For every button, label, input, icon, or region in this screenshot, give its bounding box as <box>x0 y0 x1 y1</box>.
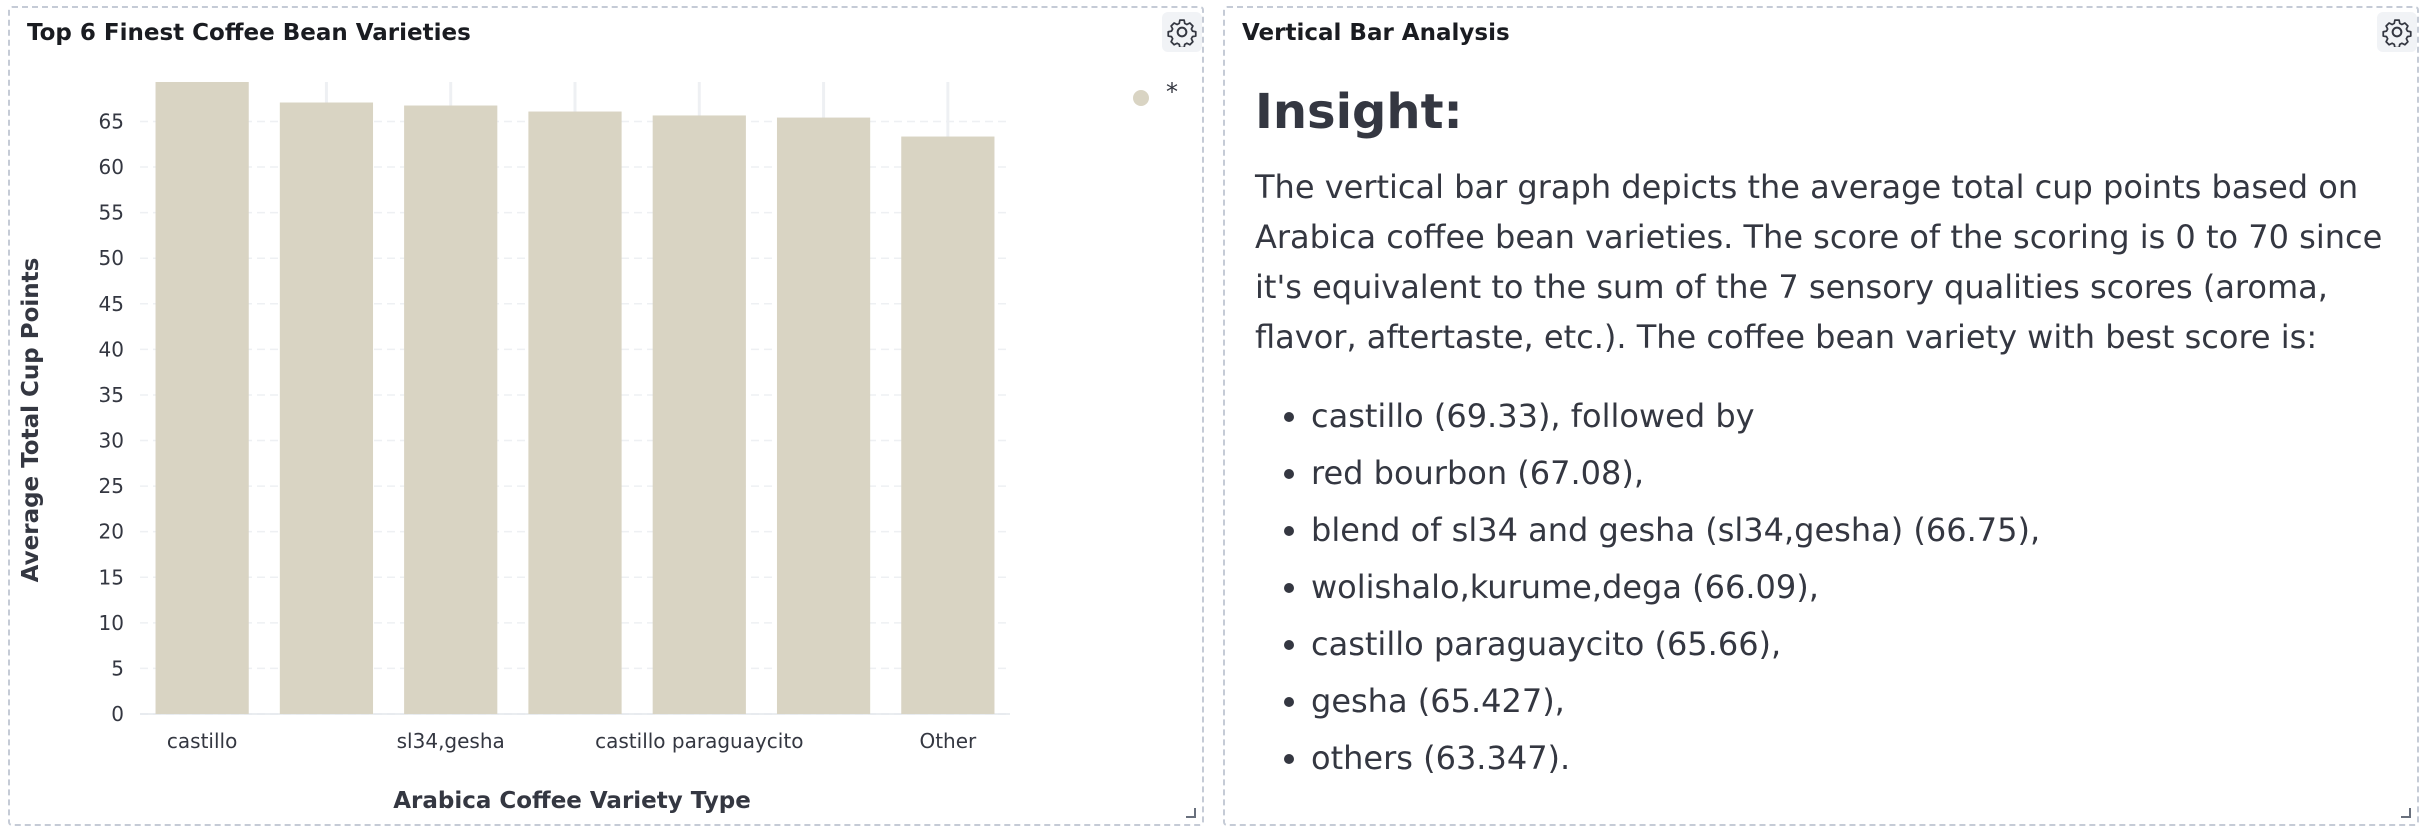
legend-swatch <box>1133 90 1149 106</box>
resize-handle-icon[interactable] <box>1186 808 1196 818</box>
bar-gesha[interactable] <box>776 117 871 715</box>
insight-text: Insight: The vertical bar graph depicts … <box>1255 84 2405 787</box>
x-tick-label: Other <box>919 729 977 753</box>
bar-sl34-gesha[interactable] <box>404 105 498 715</box>
y-tick-label: 20 <box>99 520 124 544</box>
panel-title: Top 6 Finest Coffee Bean Varieties <box>27 20 471 46</box>
list-item: blend of sl34 and gesha (sl34,gesha) (66… <box>1311 502 2405 559</box>
y-tick-label: 60 <box>99 155 124 179</box>
x-tick-label: sl34,gesha <box>397 729 505 753</box>
gear-icon <box>1167 19 1197 47</box>
bar-castillo[interactable] <box>155 82 249 714</box>
bar-red-bourbon[interactable] <box>279 102 374 714</box>
y-axis-label: Average Total Cup Points <box>18 258 44 583</box>
y-tick-label: 10 <box>99 611 124 635</box>
y-tick-label: 0 <box>111 702 124 726</box>
panel-settings-button[interactable] <box>1162 12 1202 52</box>
y-tick-label: 40 <box>99 337 124 361</box>
list-item: gesha (65.427), <box>1311 673 2405 730</box>
legend-label[interactable]: * <box>1166 78 1178 106</box>
bar-castillo-paraguaycito[interactable] <box>652 115 746 714</box>
bar-chart: 0 5 10 15 20 25 30 35 40 45 50 55 60 65 castillo sl34,… <box>18 78 1178 814</box>
y-tick-label: 25 <box>99 474 124 498</box>
variety-list: castillo (69.33), followed by red bourbo… <box>1255 388 2405 787</box>
y-tick-label: 50 <box>99 246 124 270</box>
insight-panel: Vertical Bar Analysis Insight: The verti… <box>1223 6 2419 826</box>
panel-settings-button[interactable] <box>2377 12 2417 52</box>
panel-title: Vertical Bar Analysis <box>1242 20 1510 46</box>
list-item: castillo paraguaycito (65.66), <box>1311 616 2405 673</box>
gear-icon <box>2382 19 2412 47</box>
resize-handle-icon[interactable] <box>2401 808 2411 818</box>
chart-panel: Top 6 Finest Coffee Bean Varieties 0 5 10 1… <box>8 6 1204 826</box>
y-tick-label: 55 <box>99 201 124 225</box>
list-item: castillo (69.33), followed by <box>1311 388 2405 445</box>
list-item: wolishalo,kurume,dega (66.09), <box>1311 559 2405 616</box>
y-tick-label: 5 <box>111 656 124 680</box>
y-tick-label: 35 <box>99 383 124 407</box>
x-tick-label: castillo <box>167 729 237 753</box>
x-tick-label: castillo paraguaycito <box>595 729 803 753</box>
list-item: others (63.347). <box>1311 730 2405 787</box>
y-tick-label: 30 <box>99 429 124 453</box>
y-tick-label: 65 <box>99 109 124 133</box>
x-axis-label: Arabica Coffee Variety Type <box>393 788 751 814</box>
bar-wolishalo-kurume-dega[interactable] <box>528 111 622 714</box>
insight-paragraph: The vertical bar graph depicts the avera… <box>1255 168 2383 356</box>
y-tick-label: 45 <box>99 292 124 316</box>
y-tick-label: 15 <box>99 565 124 589</box>
insight-heading: Insight: <box>1255 84 1463 140</box>
bar-other[interactable] <box>901 136 995 714</box>
list-item: red bourbon (67.08), <box>1311 445 2405 502</box>
